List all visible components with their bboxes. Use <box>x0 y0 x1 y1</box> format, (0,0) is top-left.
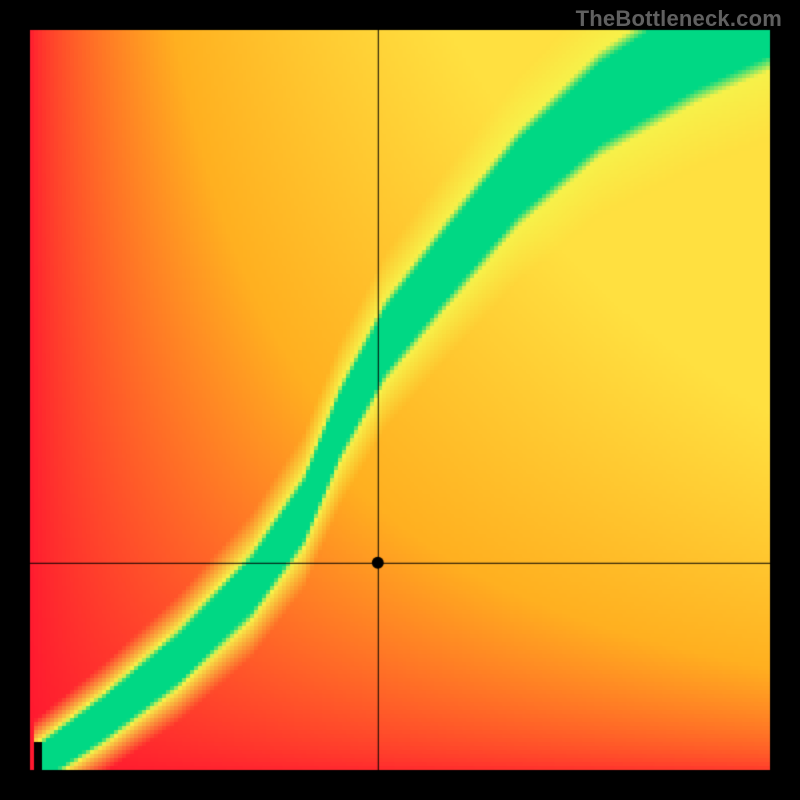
watermark-label: TheBottleneck.com <box>576 6 782 32</box>
bottleneck-heatmap <box>0 0 800 800</box>
